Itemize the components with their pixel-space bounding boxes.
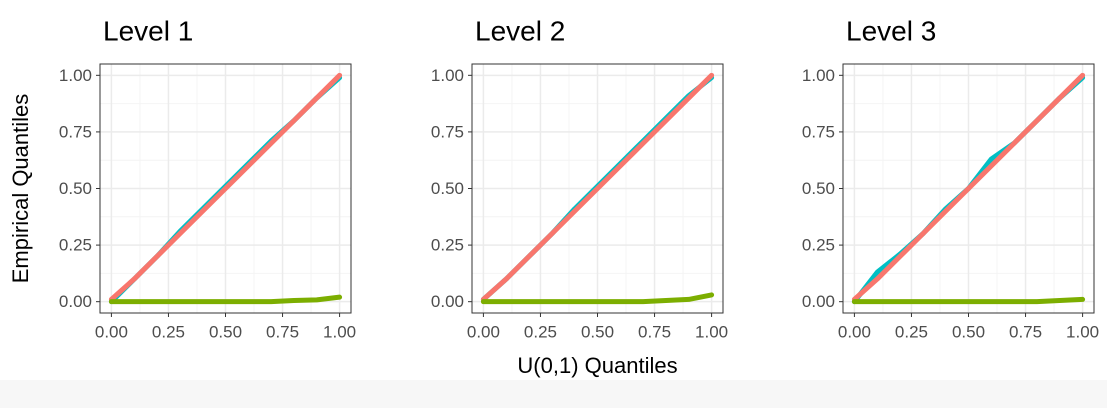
y-tick-label: 0.50	[59, 179, 92, 198]
x-tick-label: 0.00	[95, 322, 128, 341]
plot-border	[471, 63, 724, 314]
series-line	[108, 294, 343, 305]
y-tick-label: 0.75	[802, 122, 835, 141]
panel-title: Level 3	[846, 15, 936, 46]
y-tick-label: 0.00	[802, 292, 835, 311]
x-tick-label: 0.50	[209, 322, 242, 341]
y-tick-label: 0.00	[59, 292, 92, 311]
x-tick-label: 0.75	[638, 322, 671, 341]
x-tick-label: 0.00	[838, 322, 871, 341]
y-tick-label: 0.25	[59, 236, 92, 255]
panel-title: Level 2	[475, 15, 565, 46]
y-tick-label: 0.75	[59, 122, 92, 141]
x-tick-label: 1.00	[323, 322, 356, 341]
y-tick-label: 1.00	[802, 66, 835, 85]
series-line	[108, 72, 343, 302]
y-tick-label: 0.50	[431, 179, 464, 198]
y-tick-label: 1.00	[59, 66, 92, 85]
x-tick-label: 0.75	[1009, 322, 1042, 341]
x-tick-label: 0.75	[266, 322, 299, 341]
series-line	[851, 296, 1086, 305]
y-tick-label: 0.25	[431, 236, 464, 255]
x-tick-label: 1.00	[1066, 322, 1099, 341]
x-tick-label: 0.00	[467, 322, 500, 341]
x-axis-label: U(0,1) Quantiles	[517, 353, 677, 378]
y-tick-label: 1.00	[431, 66, 464, 85]
y-tick-label: 0.50	[802, 179, 835, 198]
x-tick-label: 0.50	[581, 322, 614, 341]
y-tick-label: 0.25	[802, 236, 835, 255]
series-line	[480, 292, 715, 305]
x-tick-label: 0.50	[952, 322, 985, 341]
x-tick-label: 0.25	[895, 322, 928, 341]
x-tick-label: 1.00	[695, 322, 728, 341]
x-tick-label: 0.25	[152, 322, 185, 341]
y-tick-label: 0.75	[431, 122, 464, 141]
plot-border	[99, 63, 352, 314]
panel-title: Level 1	[103, 15, 193, 46]
series-line	[851, 72, 1086, 302]
plot-border	[842, 63, 1095, 314]
x-tick-label: 0.25	[524, 322, 557, 341]
series-line	[480, 72, 715, 302]
y-axis-label: Empirical Quantiles	[8, 94, 33, 284]
y-tick-label: 0.00	[431, 292, 464, 311]
footer-band	[0, 380, 1107, 408]
